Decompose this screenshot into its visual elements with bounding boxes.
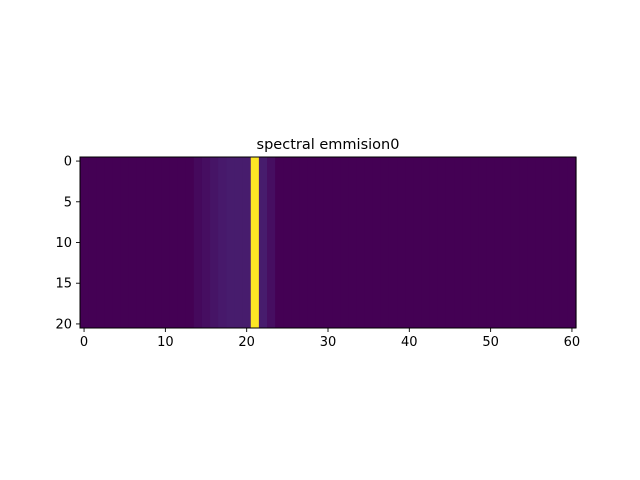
heatmap-column-43 xyxy=(429,157,439,328)
heatmap-column-60 xyxy=(567,157,577,328)
heatmap-column-17 xyxy=(218,157,227,328)
heatmap-column-13 xyxy=(185,157,195,328)
heatmap-column-2 xyxy=(96,157,105,328)
heatmap-column-54 xyxy=(519,157,528,328)
heatmap-column-40 xyxy=(405,157,414,328)
heatmap-column-39 xyxy=(397,157,406,328)
heatmap-column-56 xyxy=(535,157,545,328)
heatmap-column-33 xyxy=(348,157,358,328)
heatmap-column-38 xyxy=(388,157,398,328)
heatmap-column-9 xyxy=(153,157,162,328)
heatmap-column-12 xyxy=(177,157,187,328)
heatmap-column-26 xyxy=(291,157,301,328)
heatmap-column-21 xyxy=(250,157,260,328)
heatmap-column-55 xyxy=(527,157,536,328)
heatmap-column-41 xyxy=(413,157,423,328)
heatmap-column-45 xyxy=(445,157,455,328)
heatmap-column-23 xyxy=(267,157,276,328)
heatmap-column-14 xyxy=(193,157,203,328)
heatmap-column-59 xyxy=(559,157,569,328)
heatmap-column-15 xyxy=(201,157,211,328)
heatmap-column-48 xyxy=(470,157,480,328)
y-tick-label: 5 xyxy=(64,195,72,210)
heatmap-column-36 xyxy=(372,157,382,328)
heatmap-column-57 xyxy=(543,157,553,328)
heatmap-column-52 xyxy=(502,157,512,328)
heatmap-column-18 xyxy=(226,157,236,328)
heatmap-column-25 xyxy=(283,157,293,328)
heatmap-column-10 xyxy=(161,157,171,328)
x-axis-ticks: 0 10 20 30 40 50 60 xyxy=(80,328,580,350)
heatmap-column-30 xyxy=(323,157,333,328)
y-tick-label: 20 xyxy=(55,317,72,332)
heatmap-column-27 xyxy=(299,157,309,328)
heatmap-column-31 xyxy=(332,157,341,328)
y-axis-ticks: 0 5 10 15 20 xyxy=(55,155,80,332)
heatmap-column-51 xyxy=(494,157,504,328)
heatmap-column-53 xyxy=(510,157,520,328)
heatmap-column-20 xyxy=(242,157,252,328)
heatmap-column-4 xyxy=(112,157,122,328)
y-tick-label: 0 xyxy=(64,155,72,170)
heatmap-column-37 xyxy=(380,157,390,328)
heatmap-column-46 xyxy=(454,157,463,328)
heatmap-column-7 xyxy=(136,157,146,328)
heatmap-column-0 xyxy=(80,157,89,328)
chart-title: spectral emmision0 xyxy=(257,137,400,153)
y-tick-label: 15 xyxy=(55,277,72,292)
x-tick-label: 20 xyxy=(238,335,255,350)
heatmap-column-35 xyxy=(364,157,374,328)
heatmap-column-24 xyxy=(275,157,284,328)
heatmap-column-8 xyxy=(145,157,154,328)
heatmap-column-44 xyxy=(437,157,447,328)
heatmap-column-1 xyxy=(88,157,97,328)
heatmap-column-22 xyxy=(258,157,268,328)
x-tick-label: 40 xyxy=(401,335,418,350)
heatmap-column-11 xyxy=(169,157,179,328)
heatmap-column-6 xyxy=(128,157,138,328)
heatmap-column-49 xyxy=(478,157,488,328)
heatmap-column-28 xyxy=(307,157,317,328)
x-tick-label: 30 xyxy=(320,335,337,350)
y-tick-label: 10 xyxy=(55,236,72,251)
heatmap-column-3 xyxy=(104,157,114,328)
heatmap-column-19 xyxy=(234,157,244,328)
heatmap-column-47 xyxy=(462,157,471,328)
x-tick-label: 50 xyxy=(482,335,499,350)
heatmap-column-32 xyxy=(340,157,349,328)
heatmap-column-29 xyxy=(315,157,325,328)
heatmap-column-5 xyxy=(120,157,130,328)
heatmap-column-16 xyxy=(210,157,219,328)
x-tick-label: 0 xyxy=(80,335,88,350)
heatmap-column-58 xyxy=(551,157,561,328)
x-tick-label: 10 xyxy=(157,335,174,350)
heatmap-column-34 xyxy=(356,157,366,328)
heatmap-cells xyxy=(80,157,577,328)
x-tick-label: 60 xyxy=(564,335,581,350)
heatmap-column-42 xyxy=(421,157,431,328)
heatmap-column-50 xyxy=(486,157,496,328)
